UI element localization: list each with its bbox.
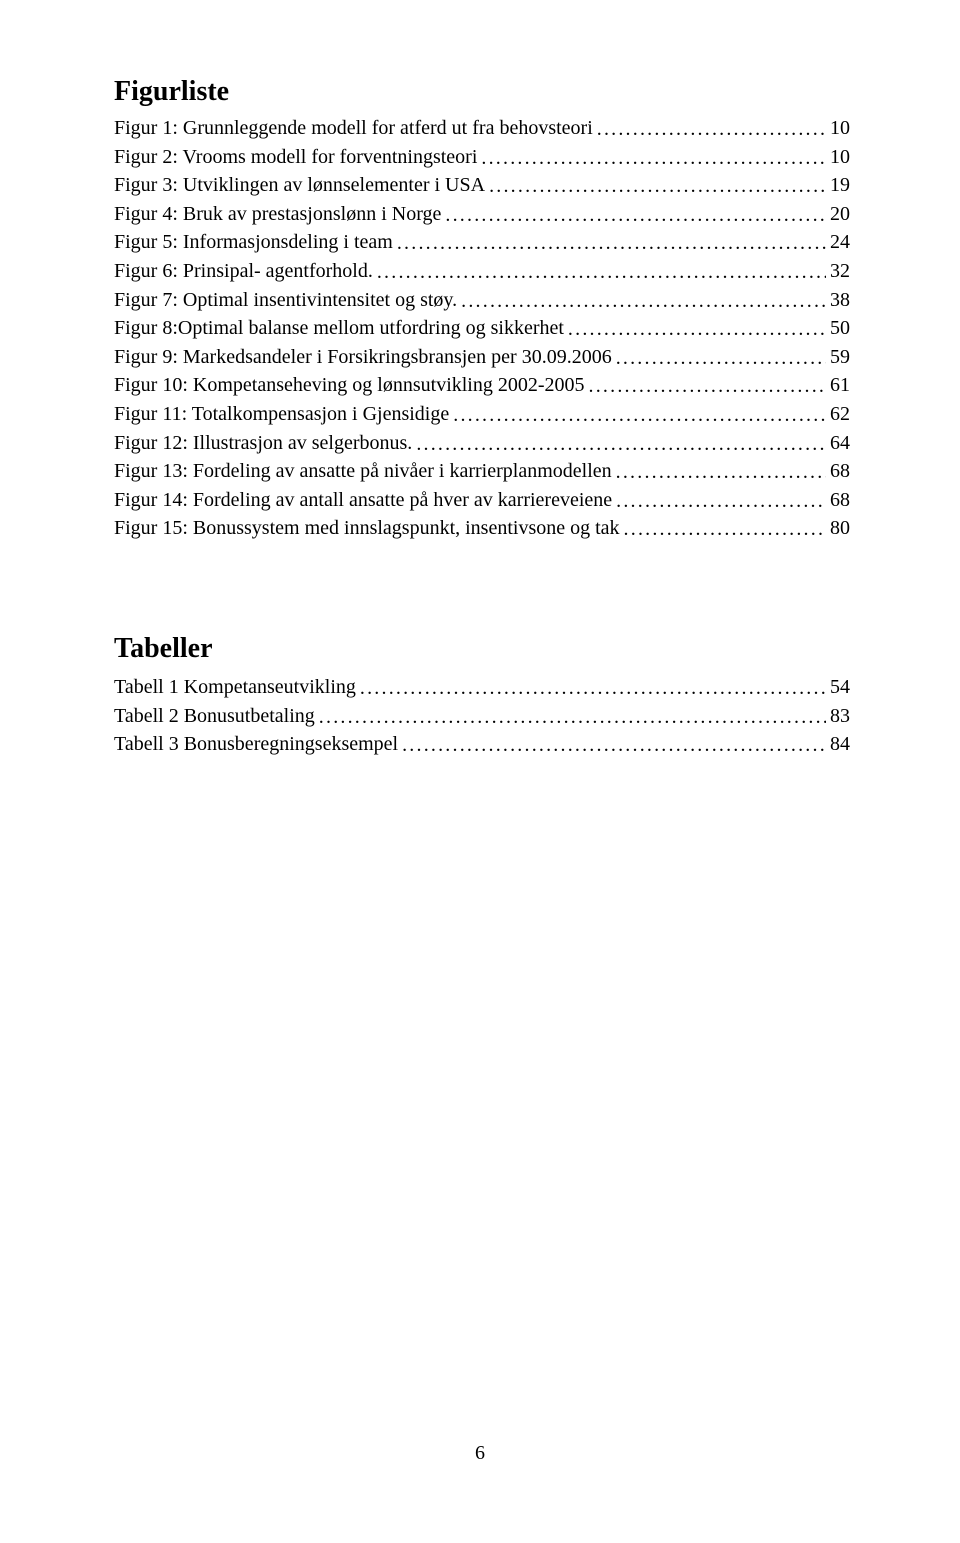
toc-leader-dots [489,172,826,201]
toc-leader-dots [616,458,826,487]
toc-row: Figur 7: Optimal insentivintensitet og s… [114,286,850,315]
toc-page: 83 [830,702,850,731]
toc-tables: Tabell 1 Kompetanseutvikling 54 Tabell 2… [114,673,850,759]
toc-leader-dots [319,703,826,732]
toc-page: 59 [830,343,850,372]
toc-page: 68 [830,457,850,486]
toc-leader-dots [481,144,826,173]
toc-page: 38 [830,286,850,315]
toc-leader-dots [445,201,826,230]
toc-leader-dots [568,315,826,344]
toc-row: Figur 15: Bonussystem med innslagspunkt,… [114,514,850,543]
toc-row: Figur 14: Fordeling av antall ansatte på… [114,486,850,515]
toc-leader-dots [461,287,826,316]
toc-label: Tabell 2 Bonusutbetaling [114,702,315,731]
toc-row: Figur 13: Fordeling av ansatte på nivåer… [114,457,850,486]
toc-row: Figur 11: Totalkompensasjon i Gjensidige… [114,400,850,429]
toc-label: Figur 1: Grunnleggende modell for atferd… [114,114,593,143]
toc-page: 32 [830,257,850,286]
toc-page: 68 [830,486,850,515]
toc-label: Figur 15: Bonussystem med innslagspunkt,… [114,514,620,543]
page-number: 6 [0,1442,960,1465]
heading-figurliste: Figurliste [114,76,850,108]
toc-row: Figur 9: Markedsandeler i Forsikringsbra… [114,343,850,372]
toc-label: Figur 2: Vrooms modell for forventningst… [114,143,477,172]
toc-row: Figur 12: Illustrasjon av selgerbonus. 6… [114,429,850,458]
toc-leader-dots [616,344,826,373]
toc-label: Figur 11: Totalkompensasjon i Gjensidige [114,400,449,429]
toc-label: Figur 5: Informasjonsdeling i team [114,228,393,257]
toc-row: Tabell 1 Kompetanseutvikling 54 [114,673,850,702]
toc-label: Figur 4: Bruk av prestasjonslønn i Norge [114,200,441,229]
toc-row: Tabell 3 Bonusberegningseksempel 84 [114,730,850,759]
toc-label: Figur 3: Utviklingen av lønnselementer i… [114,171,485,200]
toc-leader-dots [616,487,826,516]
toc-page: 50 [830,314,850,343]
toc-leader-dots [453,401,826,430]
toc-label: Figur 13: Fordeling av ansatte på nivåer… [114,457,612,486]
toc-leader-dots [360,674,826,703]
toc-page: 80 [830,514,850,543]
toc-figures: Figur 1: Grunnleggende modell for atferd… [114,114,850,543]
toc-row: Figur 2: Vrooms modell for forventningst… [114,143,850,172]
toc-leader-dots [416,430,826,459]
toc-page: 10 [830,143,850,172]
toc-row: Figur 8:Optimal balanse mellom utfordrin… [114,314,850,343]
toc-label: Figur 10: Kompetanseheving og lønnsutvik… [114,371,585,400]
toc-row: Figur 6: Prinsipal- agentforhold. 32 [114,257,850,286]
toc-row: Figur 10: Kompetanseheving og lønnsutvik… [114,371,850,400]
toc-label: Figur 9: Markedsandeler i Forsikringsbra… [114,343,612,372]
toc-row: Figur 5: Informasjonsdeling i team 24 [114,228,850,257]
toc-page: 61 [830,371,850,400]
toc-page: 54 [830,673,850,702]
toc-page: 19 [830,171,850,200]
toc-label: Figur 6: Prinsipal- agentforhold. [114,257,373,286]
toc-label: Figur 12: Illustrasjon av selgerbonus. [114,429,412,458]
toc-leader-dots [402,731,826,760]
toc-leader-dots [377,258,826,287]
toc-leader-dots [597,115,826,144]
toc-row: Figur 3: Utviklingen av lønnselementer i… [114,171,850,200]
toc-page: 10 [830,114,850,143]
toc-label: Tabell 3 Bonusberegningseksempel [114,730,398,759]
toc-label: Figur 8:Optimal balanse mellom utfordrin… [114,314,564,343]
page: Figurliste Figur 1: Grunnleggende modell… [0,0,960,1543]
toc-label: Tabell 1 Kompetanseutvikling [114,673,356,702]
toc-leader-dots [397,229,826,258]
toc-row: Figur 4: Bruk av prestasjonslønn i Norge… [114,200,850,229]
toc-label: Figur 14: Fordeling av antall ansatte på… [114,486,612,515]
toc-page: 64 [830,429,850,458]
toc-row: Figur 1: Grunnleggende modell for atferd… [114,114,850,143]
toc-leader-dots [589,372,826,401]
toc-leader-dots [624,515,826,544]
toc-page: 24 [830,228,850,257]
heading-tabeller: Tabeller [114,633,850,665]
toc-page: 84 [830,730,850,759]
toc-page: 62 [830,400,850,429]
toc-label: Figur 7: Optimal insentivintensitet og s… [114,286,457,315]
toc-page: 20 [830,200,850,229]
toc-row: Tabell 2 Bonusutbetaling 83 [114,702,850,731]
